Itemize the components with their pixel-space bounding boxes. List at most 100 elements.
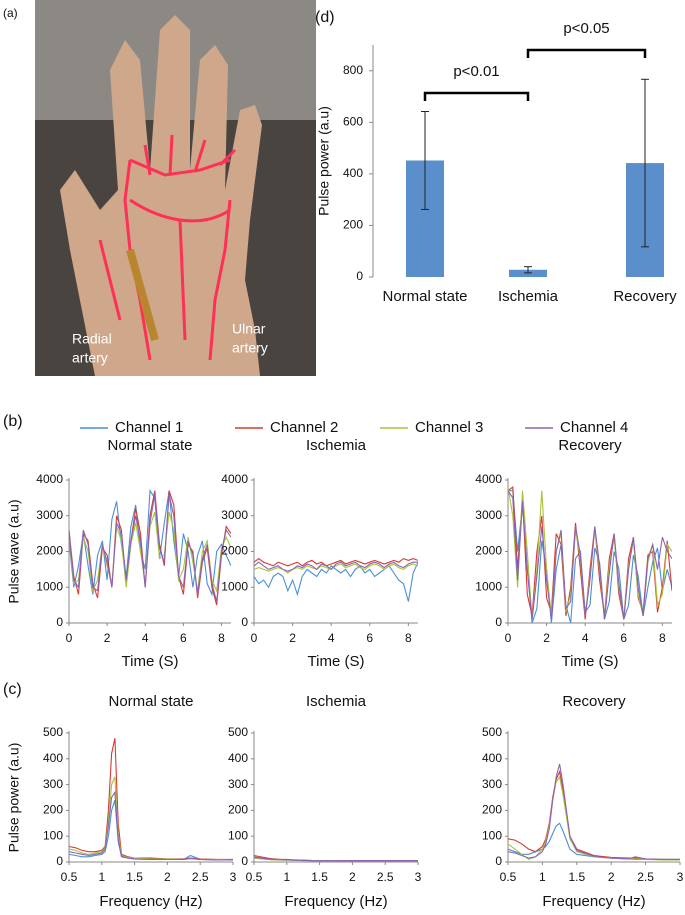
- x-tick-label: 0: [251, 631, 258, 645]
- arteries: [98, 134, 237, 361]
- y-tick-label: 0: [495, 854, 502, 868]
- y-tick-label: 200: [343, 218, 363, 232]
- annotation: Ulnar: [232, 321, 266, 337]
- y-tick-label: 100: [228, 828, 248, 842]
- x-tick-label: 2.5: [637, 870, 654, 884]
- y-axis-label: Pulse power (a.u): [6, 743, 22, 853]
- significance-bracket: [526, 48, 647, 58]
- x-tick-label: 2.5: [377, 870, 394, 884]
- x-tick-label: Ischemia: [498, 288, 559, 305]
- y-tick-label: 0: [56, 615, 63, 629]
- y-tick-label: 100: [43, 828, 63, 842]
- y-tick-label: 100: [482, 828, 502, 842]
- significance-bracket: [423, 91, 530, 101]
- series-line: [69, 738, 233, 860]
- series-line: [508, 769, 680, 860]
- series-line: [69, 494, 231, 602]
- x-tick-label: 8: [218, 631, 225, 645]
- panel-label: (a): [3, 6, 18, 20]
- legend-label: Channel 2: [270, 419, 338, 436]
- bar: [509, 269, 547, 277]
- panel-label: (b): [3, 413, 23, 430]
- y-tick-label: 300: [43, 777, 63, 791]
- x-tick-label: 6: [366, 631, 373, 645]
- series-line: [69, 799, 233, 861]
- y-tick-label: 200: [43, 803, 63, 817]
- y-tick-label: 4000: [221, 472, 248, 486]
- x-tick-label: 0: [66, 631, 73, 645]
- x-tick-label: Recovery: [613, 288, 677, 305]
- legend-label: Channel 4: [560, 419, 628, 436]
- x-tick-label: 2: [104, 631, 111, 645]
- y-tick-label: 2000: [221, 544, 248, 558]
- series-line: [69, 490, 231, 606]
- x-tick-label: 2: [164, 870, 171, 884]
- y-tick-label: 200: [482, 803, 502, 817]
- y-tick-label: 4000: [475, 472, 502, 486]
- series-line: [254, 856, 418, 862]
- y-tick-label: 0: [241, 615, 248, 629]
- x-tick-label: 6: [620, 631, 627, 645]
- x-tick-label: 1.5: [568, 870, 585, 884]
- chart-title: Normal state: [108, 693, 193, 710]
- series-line: [254, 557, 418, 567]
- sensor: [126, 248, 159, 342]
- series-line: [254, 561, 418, 602]
- series-line: [508, 490, 672, 623]
- y-tick-label: 500: [228, 725, 248, 739]
- y-tick-label: 800: [343, 63, 363, 77]
- y-tick-label: 4000: [36, 472, 63, 486]
- x-tick-label: 2.5: [192, 870, 209, 884]
- y-tick-label: 0: [241, 854, 248, 868]
- chart-title: Ischemia: [306, 437, 367, 454]
- y-tick-label: 500: [43, 725, 63, 739]
- series-line: [508, 822, 680, 860]
- annotation: p<0.05: [563, 20, 609, 37]
- annotation: artery: [72, 350, 108, 366]
- chart-title: Ischemia: [306, 693, 367, 710]
- y-tick-label: 0: [495, 615, 502, 629]
- chart-title: Normal state: [107, 437, 192, 454]
- y-axis-label: Pulse power (a.u): [316, 106, 332, 216]
- y-tick-label: 300: [228, 777, 248, 791]
- annotation: p<0.01: [453, 63, 499, 80]
- x-tick-label: 4: [582, 631, 589, 645]
- x-tick-label: 2: [608, 870, 615, 884]
- photo-panel: (a) Radial artery Ulnar artery: [3, 0, 316, 376]
- series-line: [69, 776, 233, 861]
- x-tick-label: 0.5: [246, 870, 263, 884]
- panel-label: (c): [3, 681, 22, 698]
- x-axis-label: Frequency (Hz): [542, 893, 645, 910]
- annotation: Radial: [72, 331, 112, 347]
- series-line: [508, 490, 672, 620]
- x-tick-label: 2: [289, 631, 296, 645]
- x-tick-label: 0: [505, 631, 512, 645]
- x-tick-label: 0.5: [61, 870, 78, 884]
- x-tick-label: 2: [349, 870, 356, 884]
- x-tick-label: 3: [677, 870, 684, 884]
- y-tick-label: 400: [43, 751, 63, 765]
- x-axis-label: Time (S): [562, 653, 619, 670]
- x-tick-label: 6: [180, 631, 187, 645]
- y-tick-label: 300: [482, 777, 502, 791]
- y-tick-label: 0: [356, 269, 363, 283]
- y-tick-label: 3000: [36, 508, 63, 522]
- x-tick-label: 8: [405, 631, 412, 645]
- x-tick-label: 1: [283, 870, 290, 884]
- y-tick-label: 2000: [475, 544, 502, 558]
- x-axis-label: Time (S): [308, 653, 365, 670]
- x-tick-label: 2: [543, 631, 550, 645]
- legend-label: Channel 1: [115, 419, 183, 436]
- x-tick-label: 1.5: [126, 870, 143, 884]
- y-tick-label: 400: [343, 166, 363, 180]
- y-tick-label: 0: [56, 854, 63, 868]
- y-tick-label: 400: [482, 751, 502, 765]
- series-line: [508, 763, 680, 860]
- y-tick-label: 400: [228, 751, 248, 765]
- series-line: [508, 775, 680, 861]
- y-tick-label: 3000: [475, 508, 502, 522]
- series-line: [254, 561, 418, 572]
- legend-label: Channel 3: [415, 419, 483, 436]
- x-tick-label: 4: [142, 631, 149, 645]
